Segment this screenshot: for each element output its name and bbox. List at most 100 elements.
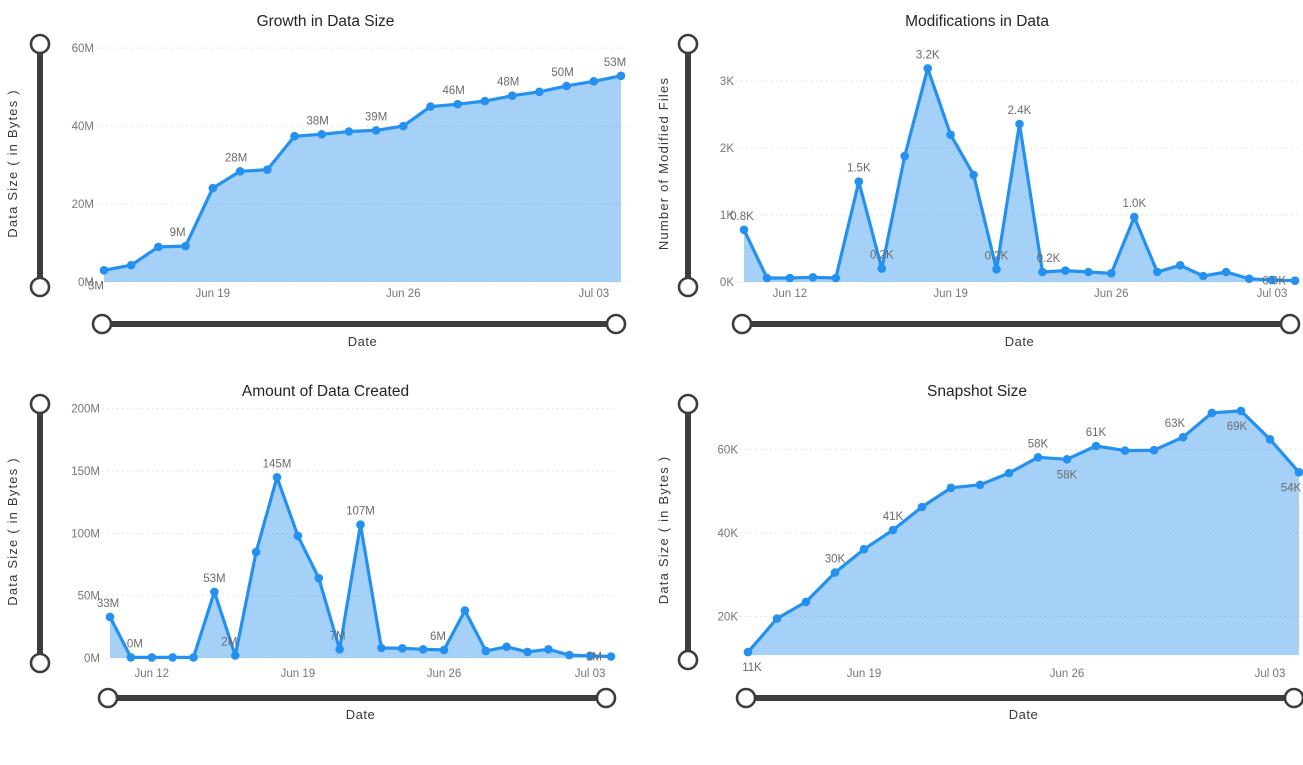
data-point-marker — [1267, 275, 1277, 285]
x-zoom-slider-handle-left[interactable] — [97, 687, 119, 709]
y-tick-label: 3K — [720, 76, 734, 88]
data-point-marker — [1084, 267, 1093, 277]
y-zoom-slider-handle-bottom[interactable] — [29, 276, 51, 298]
data-point-marker — [946, 130, 955, 139]
data-point-marker — [859, 544, 869, 554]
data-point-marker — [1207, 408, 1217, 418]
data-label: 53M — [604, 57, 626, 69]
series-line — [102, 74, 623, 272]
data-point-marker — [992, 265, 1001, 274]
data-label: 1.5K — [847, 163, 871, 175]
x-zoom-slider-handle-right[interactable] — [595, 687, 617, 709]
x-zoom-slider-handle-left[interactable] — [91, 313, 113, 335]
data-point-marker — [801, 597, 811, 607]
y-zoom-slider-handle-bottom[interactable] — [677, 649, 699, 671]
data-label: 0.8K — [730, 211, 754, 223]
y-zoom-slider-handle-top[interactable] — [677, 33, 699, 55]
data-point-marker — [168, 653, 177, 662]
data-label: 50M — [551, 67, 573, 79]
y-tick-label: 150M — [71, 466, 100, 478]
data-point-marker — [460, 606, 470, 615]
data-point-marker — [181, 241, 190, 251]
x-axis-title: Date — [1009, 707, 1038, 722]
data-label: 11K — [742, 662, 762, 674]
data-point-marker — [208, 183, 218, 193]
data-label: 63K — [1165, 418, 1186, 430]
x-tick-label: Jun 19 — [196, 288, 231, 300]
data-point-marker — [502, 642, 511, 652]
x-tick-label: Jun 26 — [1094, 288, 1129, 300]
data-point-marker — [439, 645, 449, 655]
x-zoom-slider-handle-right[interactable] — [605, 313, 627, 335]
x-tick-label: Jun 19 — [933, 288, 968, 300]
data-point-marker — [481, 646, 491, 656]
data-point-marker — [606, 652, 616, 661]
data-label: 3.2K — [916, 49, 940, 61]
x-axis-title: Date — [1005, 334, 1034, 349]
data-point-marker — [105, 612, 115, 622]
data-point-marker — [507, 91, 517, 100]
x-tick-label: Jun 19 — [847, 668, 882, 680]
data-point-marker — [453, 99, 463, 109]
data-label: 1M — [586, 652, 602, 664]
data-label: 0M — [127, 638, 143, 650]
data-point-marker — [1221, 267, 1231, 277]
data-label: 1.0K — [1122, 198, 1146, 210]
x-tick-label: Jun 19 — [281, 668, 316, 680]
data-point-marker — [772, 614, 782, 623]
x-zoom-slider-handle-right[interactable] — [1283, 687, 1303, 709]
data-label: 107M — [346, 506, 375, 518]
data-point-marker — [398, 644, 407, 653]
data-point-marker — [923, 64, 932, 73]
data-point-marker — [1294, 468, 1303, 477]
data-point-marker — [399, 121, 408, 131]
data-label: 61K — [1086, 427, 1107, 439]
y-tick-label: 200M — [71, 404, 100, 416]
y-tick-label: 0M — [84, 653, 100, 665]
data-point-marker — [418, 645, 428, 654]
series-area — [744, 68, 1295, 283]
data-point-marker — [371, 126, 381, 135]
data-point-marker — [126, 260, 136, 270]
y-zoom-slider-handle-top[interactable] — [29, 393, 51, 415]
x-tick-label: Jul 03 — [578, 288, 609, 300]
x-zoom-slider-handle-left[interactable] — [731, 313, 753, 335]
data-label: 9M — [170, 227, 186, 239]
data-point-marker — [1120, 446, 1130, 455]
y-zoom-slider-handle-bottom[interactable] — [29, 652, 51, 674]
y-zoom-slider-handle-top[interactable] — [677, 393, 699, 415]
data-label: 69K — [1227, 421, 1248, 433]
chart-title: Amount of Data Created — [242, 383, 409, 400]
data-point-marker — [1290, 276, 1300, 286]
data-label: 7M — [330, 630, 346, 642]
chart-canvas-snapshot-size: Snapshot Size Data Size ( in Bytes ) 20K 40… — [656, 383, 1303, 722]
data-label: 54K — [1281, 482, 1302, 494]
x-zoom-slider-handle-left[interactable] — [735, 687, 757, 709]
data-point-marker — [1153, 267, 1162, 277]
data-point-marker — [562, 81, 571, 91]
data-point-marker — [523, 647, 532, 657]
x-tick-label: Jul 03 — [575, 668, 606, 680]
series-area — [748, 410, 1299, 655]
data-label: 0.2K — [870, 250, 894, 262]
y-zoom-slider-handle-bottom[interactable] — [677, 276, 699, 298]
chart-growth-in-data-size: Growth in Data Size Data Size ( in Bytes … — [0, 0, 651, 362]
data-point-marker — [147, 653, 157, 662]
data-label: 38M — [307, 115, 329, 127]
data-label: 39M — [365, 111, 387, 123]
y-zoom-slider-handle-top[interactable] — [29, 33, 51, 55]
y-tick-label: 100M — [71, 528, 100, 540]
x-zoom-slider-handle-right[interactable] — [1279, 313, 1301, 335]
y-tick-label: 0K — [720, 277, 734, 289]
y-tick-label: 40K — [718, 528, 739, 540]
data-label: 41K — [883, 511, 904, 523]
data-point-marker — [762, 273, 772, 283]
data-point-marker — [1015, 119, 1024, 129]
data-point-marker — [969, 170, 978, 180]
data-point-marker — [585, 651, 595, 661]
chart-modifications-in-data: Modifications in Data Number of Modified … — [651, 0, 1303, 362]
data-point-marker — [480, 96, 490, 106]
data-label: 53M — [203, 573, 225, 585]
chart-canvas-growth-in-data-size: Growth in Data Size Data Size ( in Bytes … — [5, 13, 627, 349]
y-tick-label: 20K — [718, 612, 739, 624]
